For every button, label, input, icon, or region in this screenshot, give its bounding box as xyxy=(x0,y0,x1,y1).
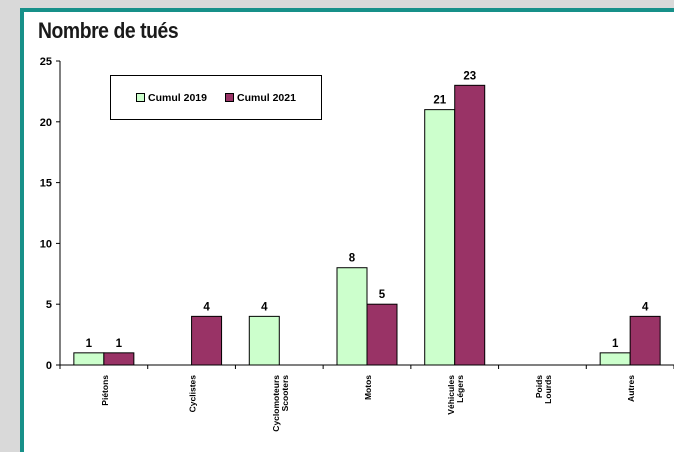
data-label: 5 xyxy=(379,289,386,301)
x-tick-label-line: Autres xyxy=(626,375,636,402)
x-tick-label: Motos xyxy=(363,375,373,400)
y-tick-label: 25 xyxy=(40,56,52,68)
legend-swatch-2021 xyxy=(225,93,234,102)
data-label: 21 xyxy=(433,95,446,107)
bar xyxy=(191,315,223,366)
bar xyxy=(629,315,661,366)
x-tick-label: Piétons xyxy=(100,375,110,406)
x-tick-label: Cyclistes xyxy=(188,375,198,413)
x-tick-label-line: Poids xyxy=(534,375,544,398)
bar xyxy=(73,352,105,366)
bar xyxy=(366,303,398,366)
x-tick-label-line: Cyclistes xyxy=(188,375,198,413)
bar xyxy=(454,84,486,366)
x-tick-label: VéhiculesLégers xyxy=(446,375,465,415)
legend-swatch-2019 xyxy=(136,93,146,102)
bar xyxy=(599,352,631,366)
bar xyxy=(103,352,135,366)
y-tick-label: 15 xyxy=(40,178,52,190)
x-tick-label-line: Cyclomoteurs xyxy=(271,375,281,432)
data-label: 1 xyxy=(116,338,123,350)
chart-title: Nombre de tués xyxy=(38,18,179,43)
legend-item-2021: Cumul 2021 xyxy=(225,92,296,104)
x-tick-label-line: Motos xyxy=(363,375,373,400)
data-label: 1 xyxy=(612,338,619,350)
data-label: 8 xyxy=(349,253,356,265)
x-tick-label: Autres xyxy=(626,375,636,402)
x-tick-label-line: Scooters xyxy=(280,375,290,412)
y-tick-label: 10 xyxy=(40,238,52,250)
x-tick-label-line: Piétons xyxy=(100,375,110,406)
y-tick-label: 5 xyxy=(46,299,52,311)
y-tick-label: 20 xyxy=(40,117,52,129)
data-label: 4 xyxy=(261,301,268,313)
data-label: 23 xyxy=(463,70,476,82)
x-tick-label-line: Véhicules xyxy=(446,375,456,415)
legend-label-2021: Cumul 2021 xyxy=(237,91,296,104)
data-label: 1 xyxy=(86,338,93,350)
data-label: 4 xyxy=(642,301,649,313)
bar xyxy=(424,109,456,366)
x-tick-label: CyclomoteursScooters xyxy=(271,375,290,432)
data-label: 4 xyxy=(203,301,210,313)
x-tick-label-line: Lourds xyxy=(543,375,553,404)
x-tick-label: PoidsLourds xyxy=(534,375,553,404)
x-tick-label-line: Légers xyxy=(455,375,465,403)
y-tick-label: 0 xyxy=(46,360,52,372)
legend: Cumul 2019 Cumul 2021 xyxy=(110,75,322,120)
bar xyxy=(336,267,368,366)
legend-label-2019: Cumul 2019 xyxy=(148,91,207,104)
bar xyxy=(248,315,280,366)
legend-item-2019: Cumul 2019 xyxy=(136,92,207,104)
